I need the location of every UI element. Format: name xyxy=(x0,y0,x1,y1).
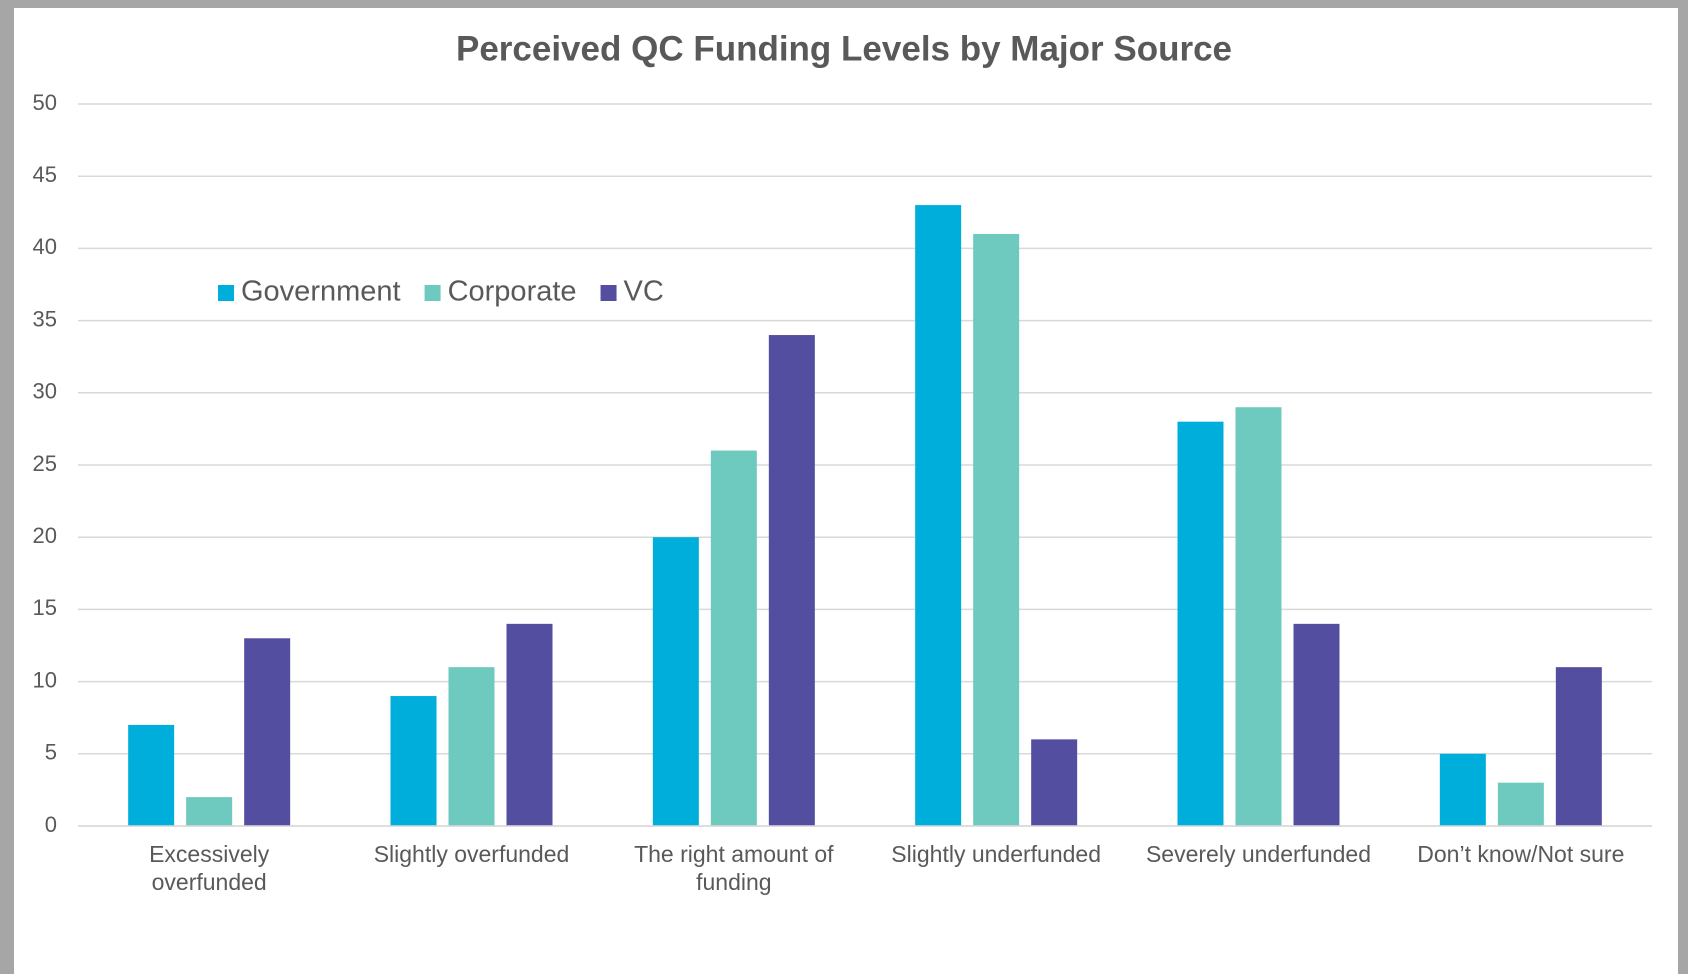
bar xyxy=(915,205,962,826)
bar xyxy=(1293,623,1340,826)
y-tick-label: 0 xyxy=(45,812,57,837)
legend-label: Corporate xyxy=(448,276,577,308)
bar xyxy=(1555,667,1602,826)
legend-label: VC xyxy=(624,276,664,308)
y-tick-label: 50 xyxy=(33,90,57,115)
y-tick-label: 25 xyxy=(33,451,57,476)
chart-title: Perceived QC Funding Levels by Major Sou… xyxy=(456,29,1232,68)
x-tick-label: Slightly overfunded xyxy=(373,841,570,867)
y-tick-label: 20 xyxy=(33,523,57,548)
bar xyxy=(973,233,1020,826)
x-tick-label: Severely underfunded xyxy=(1145,841,1372,867)
bar xyxy=(1177,421,1224,826)
bar xyxy=(448,667,495,826)
y-tick-label: 15 xyxy=(33,595,57,620)
legend-swatch xyxy=(218,285,234,301)
y-tick-label: 35 xyxy=(33,306,57,331)
x-tick-label: Slightly underfunded xyxy=(891,841,1102,867)
legend-label: Government xyxy=(241,276,401,308)
bar xyxy=(652,537,699,826)
y-tick-label: 10 xyxy=(33,667,57,692)
bar xyxy=(1235,407,1282,826)
bar xyxy=(186,797,233,826)
y-tick-label: 5 xyxy=(45,740,57,765)
bar xyxy=(768,335,815,826)
y-tick-label: 30 xyxy=(33,379,57,404)
x-tick-label: Don’t know/Not sure xyxy=(1417,841,1625,867)
x-tick-label: The right amount of funding xyxy=(634,841,834,895)
bar xyxy=(710,450,757,826)
bar xyxy=(1031,739,1078,826)
bar xyxy=(128,724,175,826)
bar xyxy=(390,696,437,826)
bar xyxy=(1439,753,1486,826)
bar xyxy=(244,638,291,826)
legend-swatch xyxy=(424,285,441,301)
bar xyxy=(506,623,553,826)
y-tick-label: 40 xyxy=(33,234,57,259)
legend-swatch xyxy=(600,285,617,301)
x-tick-label: Excessively overfunded xyxy=(149,841,270,895)
y-tick-label: 45 xyxy=(33,162,57,187)
bar xyxy=(1497,782,1544,826)
